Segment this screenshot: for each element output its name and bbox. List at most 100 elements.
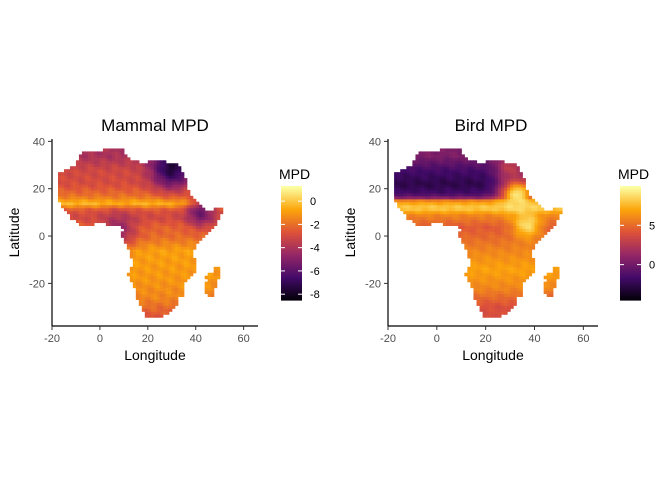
heatmap-cell: [500, 178, 505, 182]
heatmap-cell: [412, 204, 417, 209]
heatmap-cell: [494, 257, 499, 262]
heatmap-cell: [144, 252, 149, 256]
heatmap-cell: [153, 189, 158, 194]
heatmap-cell: [183, 254, 188, 259]
heatmap-cell: [150, 311, 155, 315]
heatmap-cell: [126, 195, 131, 200]
heatmap-cell: [132, 266, 137, 271]
heatmap-cell: [126, 243, 131, 247]
heatmap-cell: [147, 189, 152, 194]
heatmap-cell: [552, 207, 557, 212]
heatmap-cell: [491, 178, 496, 182]
heatmap-cell: [513, 246, 517, 250]
heatmap-cell: [507, 186, 511, 191]
heatmap-cell: [120, 166, 125, 170]
heatmap-cell: [186, 228, 191, 232]
heatmap-cell: [479, 308, 484, 312]
heatmap-cell: [449, 151, 453, 155]
heatmap-cell: [485, 269, 490, 274]
heatmap-cell: [470, 210, 475, 215]
heatmap-cell: [400, 207, 404, 212]
heatmap-cell: [174, 222, 179, 226]
heatmap-cell: [436, 154, 441, 158]
heatmap-cell: [552, 284, 557, 289]
heatmap-cell: [491, 287, 496, 292]
heatmap-cell: [439, 210, 444, 215]
heatmap-cell: [409, 201, 414, 206]
heatmap-cell: [138, 163, 143, 167]
heatmap-cell: [213, 210, 218, 215]
heatmap-cell: [123, 154, 128, 158]
heatmap-cell: [494, 213, 499, 218]
heatmap-cell: [418, 183, 423, 188]
heatmap-cell: [497, 163, 502, 167]
heatmap-cell: [479, 228, 484, 232]
legend-color-band: [281, 263, 302, 267]
heatmap-cell: [180, 275, 185, 280]
heatmap-cell: [147, 201, 152, 206]
heatmap-cell: [162, 257, 167, 262]
heatmap-cell: [153, 186, 158, 191]
heatmap-cell: [120, 189, 125, 194]
heatmap-cell: [84, 216, 89, 221]
heatmap-cell: [543, 219, 548, 224]
heatmap-cell: [147, 305, 152, 309]
heatmap-cell: [180, 192, 185, 197]
heatmap-cell: [513, 181, 517, 185]
heatmap-cell: [135, 178, 140, 182]
heatmap-cell: [458, 201, 462, 206]
heatmap-cell: [513, 269, 517, 274]
heatmap-cell: [159, 246, 164, 250]
heatmap-cell: [105, 166, 110, 170]
heatmap-cell: [144, 163, 149, 167]
heatmap-cell: [126, 222, 131, 226]
heatmap-cell: [427, 181, 432, 185]
heatmap-cell: [69, 201, 74, 206]
heatmap-cell: [186, 201, 191, 206]
heatmap-cell: [507, 254, 511, 259]
heatmap-cell: [464, 234, 468, 238]
heatmap-cell: [147, 222, 152, 226]
heatmap-cell: [168, 216, 173, 221]
heatmap-cell: [165, 204, 170, 209]
heatmap-cell: [213, 275, 218, 280]
heatmap-cell: [150, 314, 155, 318]
heatmap-cell: [458, 189, 462, 194]
legend-color-band: [620, 256, 641, 259]
heatmap-cell: [165, 240, 170, 244]
heatmap-cell: [494, 228, 499, 232]
legend-color-band: [281, 294, 302, 297]
heatmap-cell: [174, 189, 179, 194]
heatmap-cell: [159, 284, 164, 289]
heatmap-cell: [156, 257, 161, 262]
legend-color-band: [620, 265, 641, 269]
heatmap-cell: [123, 181, 128, 185]
heatmap-cell: [132, 228, 137, 232]
heatmap-cell: [135, 201, 140, 206]
heatmap-cell: [464, 189, 468, 194]
heatmap-cell: [120, 178, 125, 182]
heatmap-cell: [147, 207, 152, 212]
heatmap-cell: [485, 169, 490, 173]
heatmap-cell: [204, 219, 209, 224]
heatmap-cell: [144, 178, 149, 182]
heatmap-cell: [93, 178, 98, 182]
heatmap-cell: [449, 154, 453, 158]
heatmap-cell: [96, 198, 101, 203]
heatmap-cell: [449, 207, 453, 212]
heatmap-cell: [69, 189, 74, 194]
heatmap-cell: [147, 195, 152, 200]
heatmap-cell: [117, 154, 122, 158]
heatmap-cell: [513, 287, 517, 292]
heatmap-cell: [165, 302, 170, 306]
heatmap-cell: [90, 198, 95, 203]
heatmap-cell: [488, 260, 493, 265]
heatmap-cell: [485, 240, 490, 244]
heatmap-cell: [497, 249, 502, 253]
heatmap-cell: [552, 210, 557, 215]
heatmap-cell: [473, 222, 478, 226]
heatmap-cell: [153, 252, 158, 256]
heatmap-cell: [449, 210, 453, 215]
heatmap-cell: [473, 296, 478, 300]
heatmap-cell: [531, 219, 536, 224]
